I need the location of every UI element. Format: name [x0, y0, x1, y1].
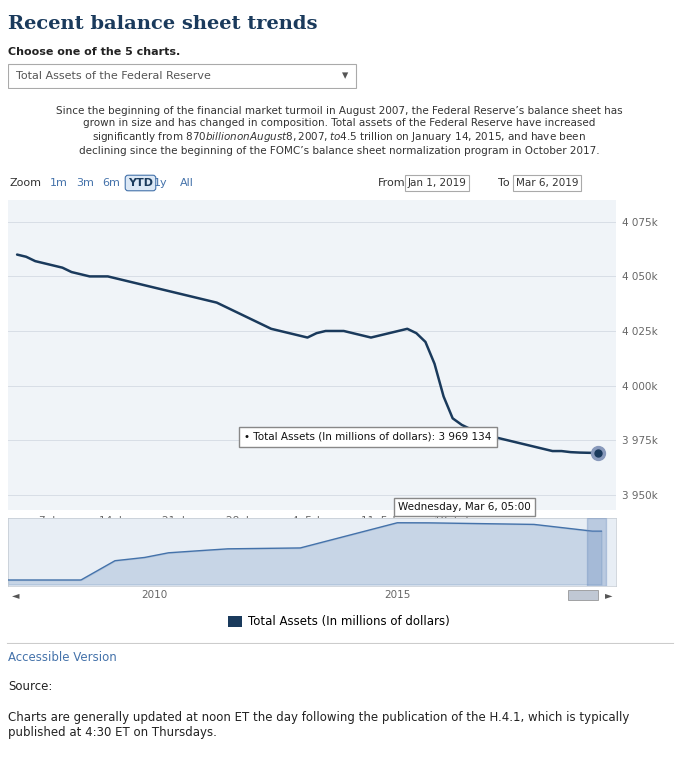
Text: Accessible Version: Accessible Version [8, 652, 117, 665]
Text: All: All [180, 178, 194, 188]
Text: Source:: Source: [8, 680, 52, 694]
Text: 3m: 3m [76, 178, 94, 188]
Text: Recent balance sheet trends: Recent balance sheet trends [8, 15, 318, 33]
Bar [568, 590, 598, 600]
Text: ▾: ▾ [342, 69, 348, 82]
Legend: Total Assets (In millions of dollars): Total Assets (In millions of dollars) [223, 610, 455, 633]
Text: To: To [498, 178, 509, 188]
Text: Mar 6, 2019: Mar 6, 2019 [516, 178, 579, 188]
Text: Choose one of the 5 charts.: Choose one of the 5 charts. [8, 47, 180, 57]
Text: Jan 1, 2019: Jan 1, 2019 [408, 178, 467, 188]
Text: 1m: 1m [50, 178, 68, 188]
Text: Wednesday, Mar 6, 05:00: Wednesday, Mar 6, 05:00 [398, 502, 531, 512]
Text: Charts are generally updated at noon ET the day following the publication of the: Charts are generally updated at noon ET … [8, 711, 630, 739]
Text: YTD: YTD [128, 178, 153, 188]
Text: From: From [378, 178, 406, 188]
Text: Total Assets of the Federal Reserve: Total Assets of the Federal Reserve [16, 71, 211, 81]
Text: 1y: 1y [154, 178, 168, 188]
FancyBboxPatch shape [8, 64, 356, 88]
Text: ►: ► [605, 590, 612, 600]
Text: Zoom: Zoom [10, 178, 42, 188]
Text: 6m: 6m [102, 178, 120, 188]
Text: • Total Assets (In millions of dollars): 3 969 134: • Total Assets (In millions of dollars):… [244, 432, 492, 442]
Text: ◄: ◄ [12, 590, 20, 600]
Bar [587, 518, 607, 586]
Text: Since the beginning of the financial market turmoil in August 2007, the Federal : Since the beginning of the financial mar… [56, 106, 622, 156]
